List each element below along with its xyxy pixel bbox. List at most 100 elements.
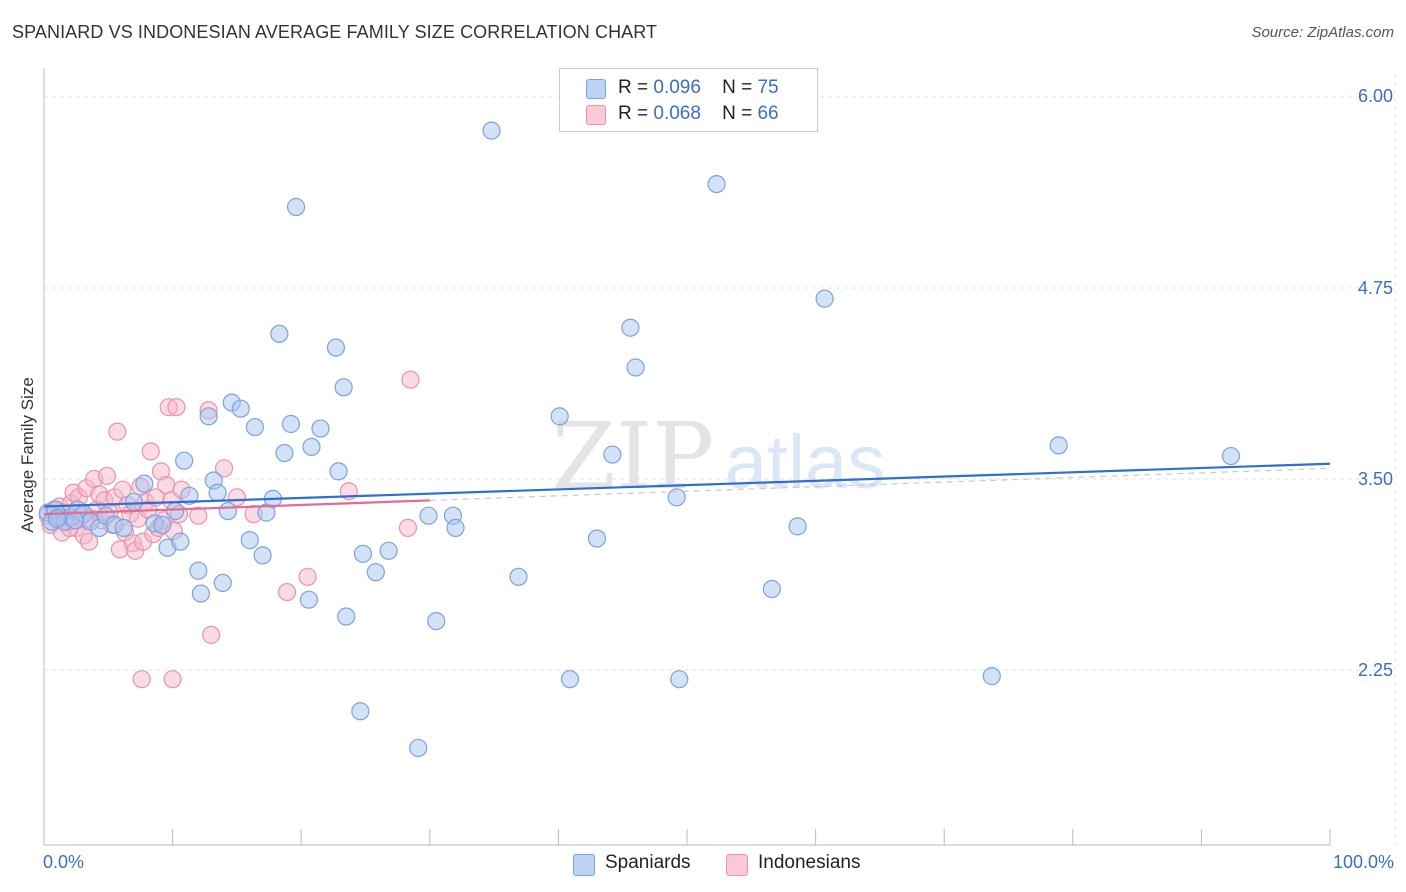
spaniards-point	[334, 378, 353, 397]
r-label: R =	[618, 103, 649, 124]
watermark: ZIP atlas	[552, 403, 885, 510]
n-label: N =	[722, 103, 753, 124]
legend-item-spaniards: Spaniards	[573, 852, 703, 878]
indonesians-point	[298, 567, 317, 586]
spaniards-point	[135, 474, 154, 493]
r-label: R =	[618, 77, 649, 98]
legend-item-indonesians: Indonesians	[726, 852, 876, 878]
spaniards-point	[626, 358, 645, 377]
spaniards-point	[189, 561, 208, 580]
chart-title: SPANIARD VS INDONESIAN AVERAGE FAMILY SI…	[12, 22, 658, 42]
spaniards-point	[409, 738, 428, 758]
indonesians-point	[202, 625, 221, 644]
axes	[43, 68, 1331, 846]
indonesians-point	[108, 422, 127, 441]
x-tick-label-right: 100.0%	[1332, 852, 1394, 872]
spaniards-point	[353, 544, 373, 563]
indonesians-point	[163, 670, 182, 689]
spaniards-point	[550, 407, 569, 426]
spaniards-point	[286, 197, 306, 217]
indonesians-point	[401, 370, 420, 389]
indonesians-point	[214, 459, 234, 478]
spaniards-swatch	[586, 79, 606, 99]
spaniards-point	[124, 492, 144, 512]
indonesians-legend-swatch	[726, 854, 748, 876]
spaniards-point	[621, 318, 640, 337]
indonesians-point	[132, 670, 151, 689]
y-tick-label-4-75: 4.75	[1357, 278, 1393, 298]
indonesians-point	[167, 398, 186, 417]
indonesians-point	[79, 532, 99, 551]
spaniards-point	[180, 486, 199, 505]
spaniards-point	[366, 563, 385, 582]
spaniards-point	[326, 338, 346, 357]
spaniards-point	[351, 702, 370, 721]
source-label: Source: ZipAtlas.com	[1251, 24, 1394, 41]
spaniards-point	[815, 289, 834, 308]
spaniards-point	[667, 488, 686, 507]
spaniards-point	[311, 419, 330, 438]
spaniards-point	[302, 437, 321, 457]
r-value-spaniards: 0.096	[653, 77, 701, 98]
spaniards-trend-line	[43, 462, 1331, 508]
spaniards-point	[65, 511, 84, 530]
spaniards-point	[1221, 446, 1241, 466]
indonesians-trend-extension	[429, 467, 1331, 501]
n-label: N =	[722, 77, 753, 98]
n-value-spaniards: 75	[757, 77, 779, 98]
spaniards-point	[171, 532, 190, 551]
spaniards-point	[231, 399, 250, 418]
trend-lines	[43, 462, 1331, 516]
indonesians-trend-line	[43, 499, 430, 516]
indonesians-point	[398, 518, 418, 537]
watermark-zip: ZIP	[552, 403, 714, 510]
spaniards-point	[707, 174, 726, 194]
watermark-atlas: atlas	[725, 420, 886, 505]
spaniards-point	[275, 443, 294, 463]
spaniards-point	[982, 667, 1001, 686]
indonesians-legend-label: Indonesians	[758, 852, 861, 873]
indonesians-point	[157, 476, 176, 495]
spaniards-point	[281, 414, 301, 434]
spaniards-point	[153, 515, 172, 534]
indonesians-point	[227, 488, 246, 507]
spaniards-point	[427, 612, 446, 631]
spaniards-point	[329, 462, 348, 481]
spaniards-legend-swatch	[573, 854, 595, 876]
spaniards-point	[482, 121, 501, 140]
spaniards-point	[299, 590, 319, 609]
spaniards-point	[379, 541, 398, 560]
spaniards-point	[208, 483, 227, 502]
spaniards-point	[509, 567, 528, 586]
spaniards-legend-label: Spaniards	[605, 852, 691, 873]
spaniards-point	[788, 517, 807, 536]
spaniards-point	[603, 445, 622, 464]
spaniards-point	[270, 324, 289, 343]
indonesians-point	[189, 506, 208, 525]
spaniards-point	[199, 407, 218, 426]
spaniards-point	[1049, 436, 1068, 455]
spaniards-point	[446, 518, 465, 537]
spaniards-point	[213, 573, 232, 593]
spaniards-point	[114, 518, 133, 537]
indonesians-point	[277, 582, 297, 602]
stats-legend: R = 0.096 N = 75 R = 0.068 N = 66	[559, 68, 818, 132]
n-value-indonesians: 66	[757, 103, 779, 124]
indonesians-point	[97, 466, 117, 486]
x-tick-label-left: 0.0%	[43, 852, 85, 872]
spaniards-point	[670, 670, 689, 689]
spaniards-point	[175, 451, 194, 470]
spaniards-point	[191, 584, 210, 603]
spaniards-point	[419, 506, 438, 525]
spaniards-point	[253, 546, 272, 565]
y-tick-label-3-50: 3.50	[1357, 469, 1393, 489]
spaniards-point	[245, 417, 265, 437]
spaniards-point	[587, 529, 607, 548]
y-tick-label-6-00: 6.00	[1357, 86, 1393, 106]
spaniards-point	[166, 501, 185, 521]
spaniards-point	[240, 531, 259, 550]
r-value-indonesians: 0.068	[653, 103, 701, 124]
spaniards-point	[337, 607, 356, 626]
y-tick-label-2-25: 2.25	[1357, 660, 1393, 680]
